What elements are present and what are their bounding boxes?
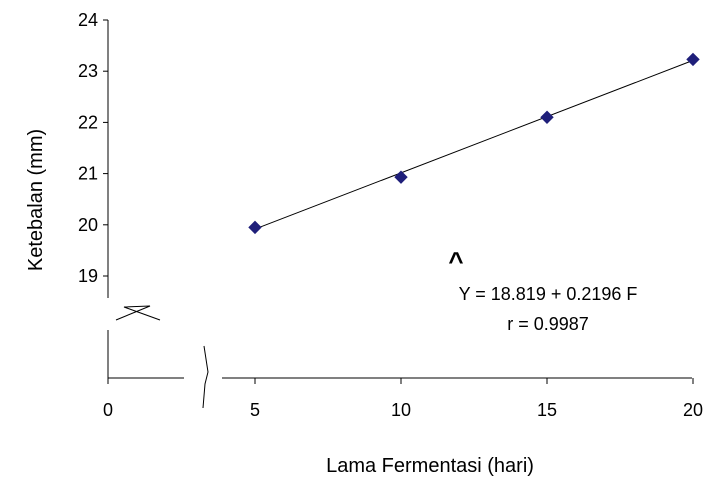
y-axis-title: Ketebalan (mm) bbox=[25, 129, 47, 271]
regression-equation-label: Y = 18.819 + 0.2196 F bbox=[459, 284, 638, 304]
y-tick-label: 19 bbox=[78, 266, 98, 286]
x-tick-label: 15 bbox=[537, 400, 557, 420]
x-axis-title: Lama Fermentasi (hari) bbox=[326, 455, 534, 477]
regression-hat-symbol: ^ bbox=[448, 246, 463, 276]
data-point-marker bbox=[248, 220, 262, 235]
data-point-marker bbox=[540, 110, 554, 124]
x-tick-label: 10 bbox=[391, 400, 411, 420]
x-axis-break-symbol bbox=[202, 345, 209, 409]
y-tick-label: 24 bbox=[78, 10, 98, 30]
y-tick-label: 21 bbox=[78, 164, 98, 184]
x-tick-label: 20 bbox=[683, 400, 703, 420]
data-point-marker bbox=[686, 52, 700, 67]
y-tick-label: 22 bbox=[78, 112, 98, 132]
y-tick-label: 20 bbox=[78, 215, 98, 235]
data-point-marker bbox=[394, 170, 408, 184]
x-tick-label: 0 bbox=[103, 400, 113, 420]
correlation-label: r = 0.9987 bbox=[507, 314, 589, 334]
regression-trendline bbox=[254, 59, 694, 230]
y-tick-label: 23 bbox=[78, 61, 98, 81]
y-axis-break-symbol bbox=[115, 305, 161, 321]
x-tick-label: 5 bbox=[250, 400, 260, 420]
